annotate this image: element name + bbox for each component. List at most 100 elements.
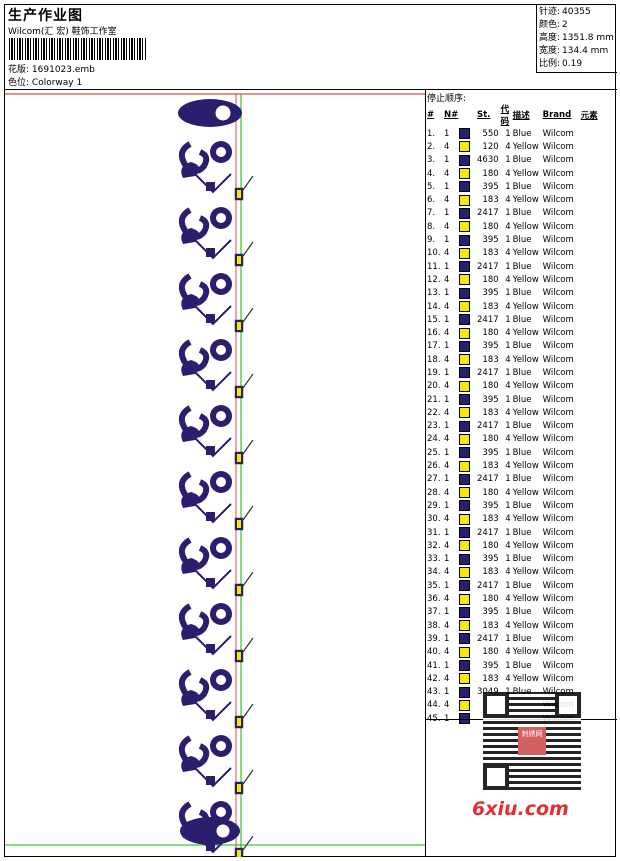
table-cell: 4 [505, 514, 511, 525]
table-cell: 2417 [477, 474, 499, 485]
color-swatch [459, 274, 470, 286]
color-swatch [459, 606, 470, 618]
motif-leaf [181, 690, 200, 706]
motif-stem [242, 241, 254, 257]
table-cell: 1 [505, 447, 511, 458]
table-cell: 1 [444, 633, 450, 644]
table-cell: 4 [505, 487, 511, 498]
color-swatch-cell [459, 526, 477, 539]
table-cell: 2417 [477, 580, 499, 591]
table-row: 18. 4 183 4 Yellow Wilcom [425, 353, 598, 366]
color-swatch-cell [459, 220, 477, 233]
table-row: 16. 4 180 4 Yellow Wilcom [425, 326, 598, 339]
table-cell: 1. [427, 128, 436, 139]
table-cell: 180 [482, 221, 499, 232]
motif-yellow-accent [237, 256, 241, 264]
table-cell: 4 [505, 354, 511, 365]
table-cell: 1 [444, 181, 450, 192]
table-cell: 4 [505, 461, 511, 472]
color-swatch [459, 500, 470, 512]
table-row: 36. 4 180 4 Yellow Wilcom [425, 592, 598, 605]
color-swatch-cell [459, 326, 477, 339]
table-cell: 1 [505, 527, 511, 538]
col-header-element: 元素 [580, 111, 598, 121]
table-row: 33. 1 395 1 Blue Wilcom [425, 553, 598, 566]
col-header-description: 描述 [512, 111, 530, 121]
table-cell: Wilcom [542, 314, 574, 325]
color-swatch-cell [459, 619, 477, 632]
table-cell: 395 [482, 607, 499, 618]
motif-stem [242, 175, 254, 191]
color-swatch [459, 620, 470, 632]
table-cell: 395 [482, 288, 499, 299]
table-cell: Blue [512, 208, 532, 219]
motif-yellow-accent [237, 388, 241, 396]
motif-stem [242, 505, 254, 521]
table-cell: 1 [505, 288, 511, 299]
table-cell: Blue [512, 421, 532, 432]
table-row: 8. 4 180 4 Yellow Wilcom [425, 220, 598, 233]
motif-diamond [194, 767, 232, 788]
table-cell: Wilcom [542, 461, 574, 472]
table-cell: Yellow [512, 407, 539, 418]
table-cell: 11. [427, 261, 441, 272]
table-cell: 4630 [477, 155, 499, 166]
table-cell: 28. [427, 487, 441, 498]
color-swatch-cell [459, 193, 477, 206]
table-cell: 1 [505, 633, 511, 644]
table-cell: 4 [444, 407, 450, 418]
table-cell: Wilcom [542, 594, 574, 605]
color-swatch [459, 447, 470, 459]
table-cell: 1 [444, 341, 450, 352]
pattern-value: 1691023.emb [31, 65, 95, 75]
color-swatch-cell [459, 473, 477, 486]
table-cell: 18. [427, 354, 441, 365]
motif-diamond [194, 173, 232, 194]
stop-sequence-table: # N# St. 代码 描述 Brand 元素 1. 1 550 1 Blue Wilco… [425, 103, 598, 725]
table-cell: 27. [427, 474, 441, 485]
motif-yellow-accent [237, 190, 241, 198]
table-row: 41. 1 395 1 Blue Wilcom [425, 659, 598, 672]
table-cell: 4 [505, 594, 511, 605]
table-cell: Wilcom [542, 354, 574, 365]
motif-stem [242, 571, 254, 587]
table-cell: 25. [427, 447, 441, 458]
motif-yellow-accent [237, 454, 241, 462]
table-cell: 4 [505, 647, 511, 658]
color-swatch [459, 207, 470, 219]
table-cell: 4 [505, 620, 511, 631]
table-cell: Yellow [512, 168, 539, 179]
table-cell: 180 [482, 647, 499, 658]
table-cell: 39. [427, 633, 441, 644]
color-swatch-cell [459, 247, 477, 260]
table-cell: 9. [427, 235, 436, 246]
color-swatch-cell [459, 366, 477, 379]
table-cell: Wilcom [542, 540, 574, 551]
color-swatch-cell [459, 393, 477, 406]
table-cell: 1 [505, 314, 511, 325]
color-swatch-cell [459, 273, 477, 286]
color-swatch [459, 473, 470, 485]
color-swatch-cell [459, 592, 477, 605]
color-swatch-cell [459, 140, 477, 153]
color-swatch-cell [459, 260, 477, 273]
table-cell: 4 [444, 461, 450, 472]
color-swatch-cell [459, 566, 477, 579]
table-cell: Wilcom [542, 421, 574, 432]
table-cell: 4 [444, 514, 450, 525]
table-cell: 13. [427, 288, 441, 299]
table-row: 30. 4 183 4 Yellow Wilcom [425, 513, 598, 526]
table-cell: 10. [427, 248, 441, 259]
table-row: 42. 4 183 4 Yellow Wilcom [425, 672, 598, 685]
table-cell: 6. [427, 195, 436, 206]
table-cell: Yellow [512, 354, 539, 365]
table-cell: 1 [444, 128, 450, 139]
table-cell: 35. [427, 580, 441, 591]
table-cell: Blue [512, 155, 532, 166]
col-header-needle: N# [444, 110, 459, 120]
motif-flower-center [216, 609, 226, 619]
table-row: 13. 1 395 1 Blue Wilcom [425, 287, 598, 300]
table-cell: 1 [444, 580, 450, 591]
color-swatch [459, 287, 470, 299]
motif-stem [242, 373, 254, 389]
